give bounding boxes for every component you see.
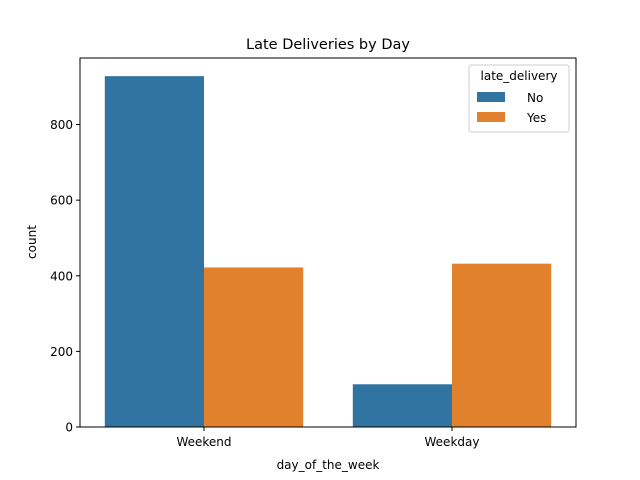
bar-yes-weekday [452, 263, 552, 427]
bars-layer [104, 76, 552, 428]
x-tick-label: Weekday [425, 435, 480, 449]
y-ticks: 0 200 400 600 800 [50, 118, 80, 435]
legend-swatch-no [477, 92, 505, 102]
y-tick-label: 200 [50, 345, 73, 359]
plot-frame [79, 57, 577, 428]
y-axis-label: count [25, 225, 39, 259]
legend-label-no: No [527, 91, 543, 105]
legend-label-yes: Yes [526, 111, 546, 125]
y-tick-label: 800 [50, 118, 73, 132]
legend-entries: No Yes [477, 91, 546, 125]
y-tick-label: 400 [50, 269, 73, 283]
bar-no-weekend [104, 76, 204, 428]
x-axis-label: day_of_the_week [277, 458, 380, 472]
bar-no-weekday [352, 384, 452, 427]
legend-swatch-yes [477, 112, 505, 122]
legend: late_delivery No Yes [468, 64, 570, 133]
y-tick-label: 600 [50, 194, 73, 208]
bar-yes-weekend [204, 267, 304, 427]
chart-title: Late Deliveries by Day [246, 37, 410, 53]
y-tick-label: 0 [65, 421, 73, 435]
x-ticks: Weekend Weekday [176, 427, 479, 449]
x-tick-label: Weekend [176, 435, 231, 449]
legend-title: late_delivery [481, 69, 558, 83]
